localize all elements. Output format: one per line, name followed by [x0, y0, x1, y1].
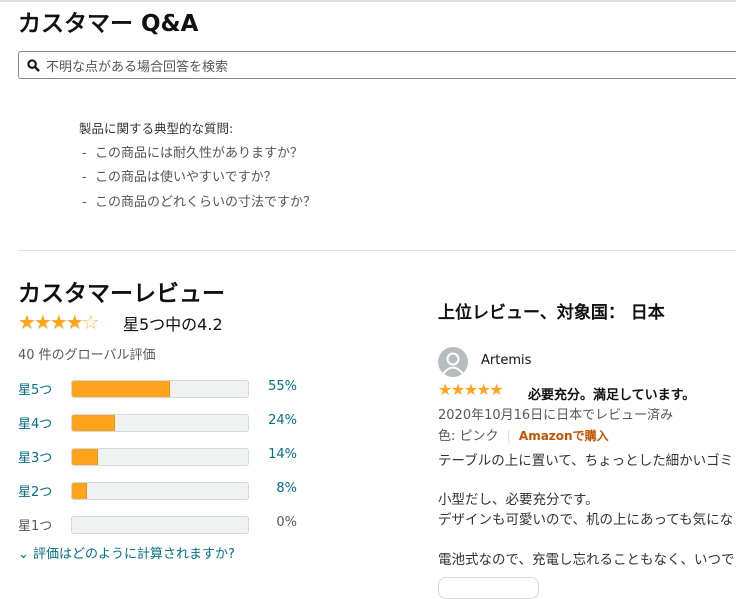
review-author[interactable]: Artemis	[481, 353, 532, 368]
review-text-line: 小型だし、必要充分です。	[438, 492, 599, 508]
global-rating-count: 40 件のグローバル評価	[18, 348, 156, 363]
typical-question[interactable]: - この商品のどれくらいの寸法ですか？	[82, 195, 316, 210]
histogram-bar-fill	[72, 483, 88, 499]
histogram-percent: 14%	[268, 447, 297, 462]
reviews-title: カスタマーレビュー	[18, 281, 225, 307]
histogram-label: 星4つ	[18, 417, 53, 432]
histogram-percent: 24%	[268, 413, 297, 428]
histogram-bar	[71, 380, 249, 398]
histogram-label: 星2つ	[18, 485, 53, 500]
histogram-label: 星5つ	[18, 383, 53, 398]
top-border	[0, 0, 736, 2]
histogram-bar	[71, 414, 249, 432]
review-color: 色: ピンク	[438, 429, 499, 444]
qa-search-input[interactable]: 不明な点がある場合回答を検索	[18, 51, 736, 79]
typical-questions-heading: 製品に関する典型的な質問:	[79, 121, 234, 136]
review-stars-icon: ★★★★★	[438, 380, 504, 399]
rating-stars-icon: ★★★★☆	[18, 310, 100, 334]
review-text-line: テーブルの上に置いて、ちょっとした細かいゴミ	[438, 453, 734, 469]
histogram-percent: 55%	[268, 379, 297, 394]
review-text-line: デザインも可愛いので、机の上にあっても気にな	[438, 512, 734, 528]
histogram-percent: 8%	[276, 481, 297, 496]
typical-question[interactable]: - この商品には耐久性がありますか？	[82, 146, 303, 161]
user-icon	[442, 352, 464, 375]
avatar	[438, 347, 468, 377]
histogram-bar	[71, 516, 249, 534]
histogram-label: 星3つ	[18, 451, 53, 466]
verified-purchase-badge: Amazonで購入	[518, 429, 609, 443]
question-text: この商品には耐久性がありますか？	[94, 146, 303, 161]
search-placeholder: 不明な点がある場合回答を検索	[46, 59, 229, 75]
histogram-percent: 0%	[276, 515, 297, 530]
review-date: 2020年10月16日に日本でレビュー済み	[438, 408, 674, 423]
histogram-bar-fill	[72, 381, 170, 397]
rating-text: 星5つ中の4.2	[123, 315, 223, 334]
how-calculated-link[interactable]: ⌄ 評価はどのように計算されますか?	[18, 547, 235, 562]
histogram-label: 星1つ	[18, 519, 53, 534]
helpful-button[interactable]	[438, 577, 539, 599]
typical-question[interactable]: - この商品は使いやすいですか？	[82, 170, 277, 185]
question-text: この商品のどれくらいの寸法ですか？	[94, 195, 316, 210]
search-icon	[27, 58, 40, 72]
histogram-bar	[71, 448, 249, 466]
divider	[18, 250, 736, 251]
question-text: この商品は使いやすいですか？	[94, 170, 277, 185]
how-calculated-text: 評価はどのように計算されますか?	[33, 547, 235, 562]
review-title[interactable]: 必要充分。満足しています。	[528, 388, 696, 403]
histogram-bar-fill	[72, 449, 98, 465]
top-reviews-heading: 上位レビュー、対象国： 日本	[438, 303, 665, 323]
review-text-line: 電池式なので、充電し忘れることもなく、いつで	[438, 552, 735, 568]
qa-title: カスタマー Q&A	[18, 11, 199, 37]
histogram-bar	[71, 482, 249, 500]
histogram-bar-fill	[72, 415, 116, 431]
review-variant: 色: ピンク | Amazonで購入	[438, 429, 609, 444]
